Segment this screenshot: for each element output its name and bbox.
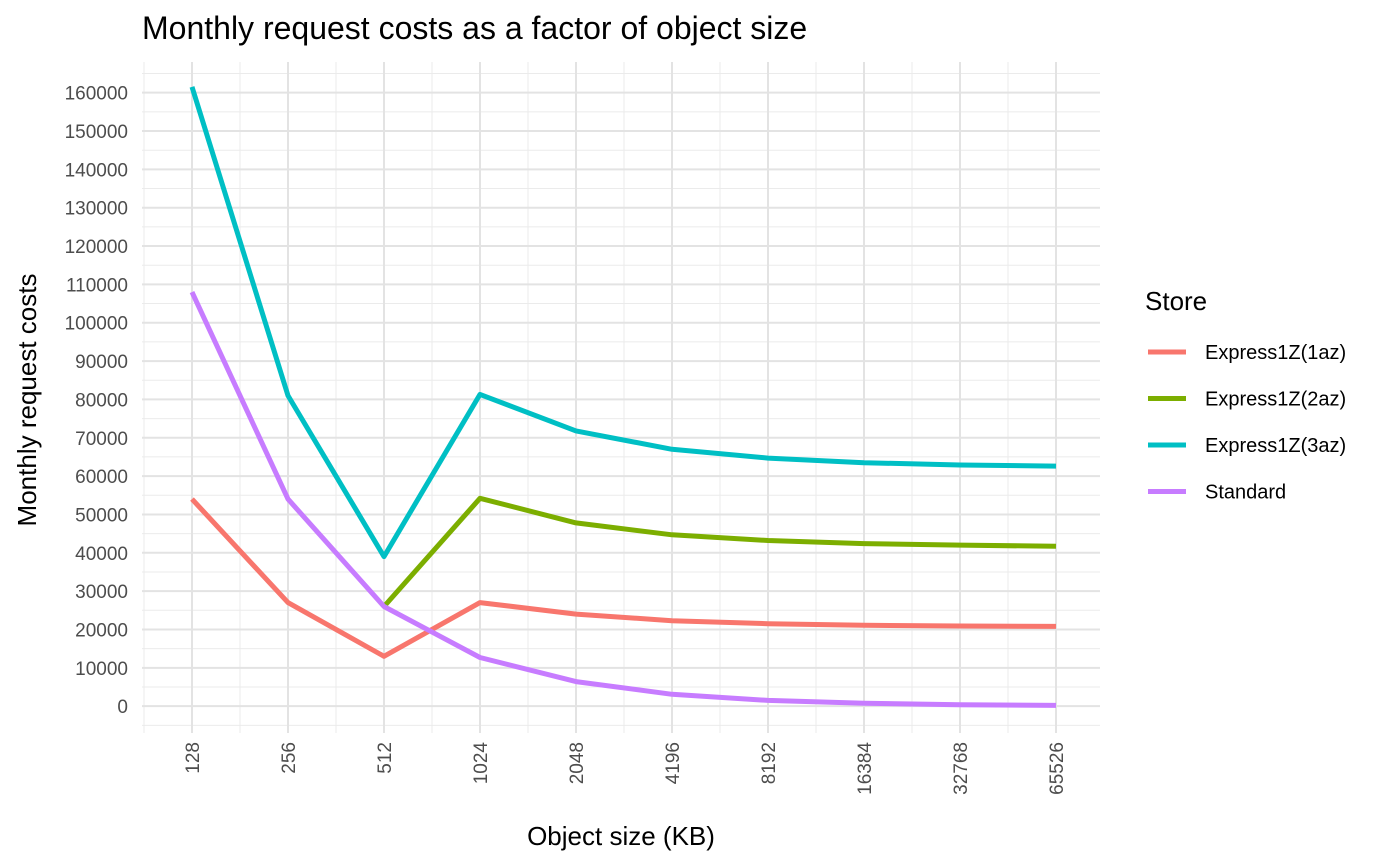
- series-line-express1z-1az: [190, 497, 1057, 659]
- y-tick-label: 120000: [65, 237, 128, 258]
- legend-label-express1z-1az: Express1Z(1az): [1205, 342, 1346, 364]
- x-tick-label: 8192: [759, 742, 780, 784]
- y-tick-label: 100000: [65, 314, 128, 335]
- chart-title: Monthly request costs as a factor of obj…: [142, 10, 807, 46]
- y-tick-label: 140000: [65, 160, 128, 181]
- x-tick-label: 256: [279, 742, 300, 774]
- legend-label-express1z-3az: Express1Z(3az): [1205, 435, 1346, 457]
- x-tick-label: 4196: [663, 742, 684, 784]
- y-tick-label: 160000: [65, 84, 128, 105]
- y-tick-label: 20000: [75, 620, 128, 641]
- x-axis-title: Object size (KB): [527, 821, 715, 851]
- y-axis-ticks: 0 10000 20000 30000 40000 50000 60000 70000 8000…: [65, 84, 128, 718]
- legend-title: Store: [1145, 286, 1207, 316]
- y-tick-label: 90000: [75, 352, 128, 373]
- y-tick-label: 40000: [75, 544, 128, 565]
- y-tick-label: 150000: [65, 122, 128, 143]
- y-tick-label: 80000: [75, 390, 128, 411]
- legend-label-express1z-2az: Express1Z(2az): [1205, 389, 1346, 411]
- series-line-standard: [189, 291, 1057, 708]
- y-tick-label: 30000: [75, 582, 128, 603]
- y-tick-label: 0: [117, 697, 128, 718]
- y-tick-label: 10000: [75, 659, 128, 680]
- y-tick-label: 60000: [75, 467, 128, 488]
- y-tick-label: 130000: [65, 199, 128, 220]
- series-lines: [189, 86, 1057, 708]
- series-line-express1z-2az: [382, 495, 1057, 609]
- x-tick-label: 32768: [951, 742, 972, 795]
- y-tick-label: 50000: [75, 505, 128, 526]
- series-line-express1z-3az: [189, 86, 1057, 560]
- x-tick-label: 128: [183, 742, 204, 774]
- legend-items: Express1Z(1az) Express1Z(2az) Express1Z(3a…: [1148, 342, 1346, 504]
- x-axis-ticks: 128 256 512 1024 2048 4196 8192 16384 32768 65526: [183, 742, 1068, 795]
- y-axis-title: Monthly request costs: [12, 274, 42, 527]
- x-tick-label: 512: [375, 742, 396, 774]
- x-tick-label: 1024: [471, 742, 492, 785]
- grid: [142, 62, 1100, 733]
- x-tick-label: 16384: [855, 742, 876, 795]
- legend: Store Express1Z(1az)Express1Z(2az)Expres…: [1145, 286, 1346, 504]
- y-tick-label: 70000: [75, 429, 128, 450]
- y-tick-label: 110000: [66, 275, 128, 296]
- legend-label-standard: Standard: [1205, 482, 1286, 504]
- x-tick-label: 2048: [567, 742, 588, 784]
- x-tick-label: 65526: [1047, 742, 1068, 795]
